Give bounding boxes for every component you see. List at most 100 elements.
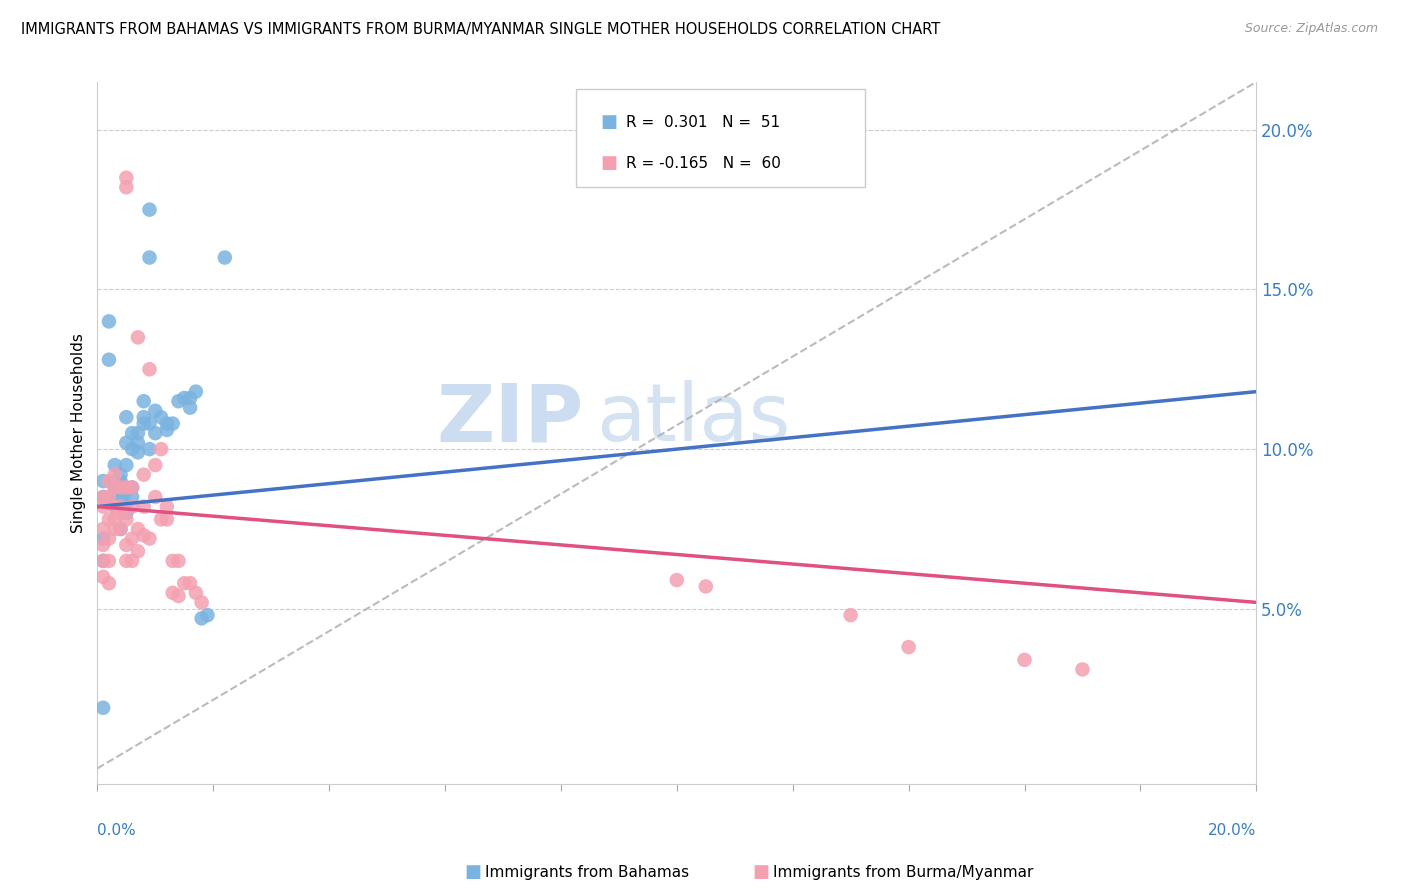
Point (121, 554, 143, 568)
Point (665, 573, 688, 587)
Point (91, 554, 114, 568)
Point (115, 538, 138, 552)
Point (110, 500, 132, 514)
Point (190, 595, 212, 609)
Point (121, 442, 143, 456)
Point (104, 522, 127, 536)
Text: atlas: atlas (596, 380, 790, 458)
Point (115, 480, 138, 494)
Y-axis label: Single Mother Households: Single Mother Households (72, 334, 86, 533)
Point (138, 532, 160, 546)
Point (115, 410, 138, 425)
Point (150, 512, 173, 526)
Point (91, 554, 114, 568)
Text: R = -0.165   N =  60: R = -0.165 N = 60 (626, 156, 780, 170)
Point (115, 180, 138, 194)
Point (150, 410, 173, 425)
Point (1014, 653, 1036, 667)
Point (162, 417, 184, 431)
Text: 0.0%: 0.0% (97, 822, 136, 838)
Point (121, 500, 143, 514)
Point (156, 512, 179, 526)
Point (138, 362, 160, 376)
Point (115, 435, 138, 450)
Point (197, 608, 219, 623)
Point (184, 384, 207, 399)
Text: ■: ■ (600, 113, 617, 131)
Point (143, 458, 166, 472)
Point (695, 579, 717, 593)
Point (121, 480, 143, 494)
Point (150, 442, 173, 456)
Point (179, 391, 201, 405)
Point (104, 512, 127, 526)
Point (162, 554, 184, 568)
Point (115, 512, 138, 526)
Point (897, 640, 920, 654)
Text: ZIP: ZIP (437, 380, 583, 458)
Point (110, 467, 132, 482)
Point (110, 506, 132, 520)
Text: ■: ■ (752, 863, 769, 881)
Point (132, 417, 155, 431)
Point (127, 544, 149, 558)
Point (184, 586, 207, 600)
Point (127, 522, 149, 536)
Point (121, 426, 143, 441)
Point (110, 490, 132, 504)
Point (156, 423, 179, 437)
Point (115, 170, 138, 185)
Point (173, 391, 195, 405)
Point (156, 417, 179, 431)
Point (143, 490, 166, 504)
Point (127, 445, 149, 459)
Text: ■: ■ (600, 154, 617, 172)
Point (167, 554, 190, 568)
Point (91, 474, 114, 488)
Point (110, 522, 132, 536)
Point (132, 528, 155, 542)
Point (132, 500, 155, 514)
Point (839, 608, 862, 623)
Point (115, 554, 138, 568)
Point (97, 352, 120, 367)
Point (104, 480, 127, 494)
Point (104, 500, 127, 514)
Point (104, 490, 127, 504)
Point (104, 467, 127, 482)
Point (91, 532, 114, 546)
Point (97, 576, 120, 591)
Point (190, 611, 212, 625)
Point (91, 570, 114, 584)
Text: IMMIGRANTS FROM BAHAMAS VS IMMIGRANTS FROM BURMA/MYANMAR SINGLE MOTHER HOUSEHOLD: IMMIGRANTS FROM BAHAMAS VS IMMIGRANTS FR… (21, 22, 941, 37)
Point (91, 500, 114, 514)
Point (115, 506, 138, 520)
Point (97, 490, 120, 504)
Text: Source: ZipAtlas.com: Source: ZipAtlas.com (1244, 22, 1378, 36)
Point (104, 474, 127, 488)
Point (156, 500, 179, 514)
Point (91, 538, 114, 552)
Point (110, 480, 132, 494)
Point (110, 474, 132, 488)
Point (132, 394, 155, 409)
Point (214, 251, 236, 265)
Point (121, 490, 143, 504)
Point (138, 442, 160, 456)
Point (104, 480, 127, 494)
Point (143, 404, 166, 418)
Point (97, 496, 120, 510)
Point (115, 496, 138, 510)
Point (97, 532, 120, 546)
Point (127, 426, 149, 441)
Point (121, 480, 143, 494)
Point (104, 458, 127, 472)
Point (91, 522, 114, 536)
Point (115, 483, 138, 498)
Point (167, 589, 190, 603)
Text: ■: ■ (464, 863, 481, 881)
Text: R =  0.301   N =  51: R = 0.301 N = 51 (626, 115, 780, 129)
Point (179, 401, 201, 415)
Point (132, 467, 155, 482)
Point (127, 435, 149, 450)
